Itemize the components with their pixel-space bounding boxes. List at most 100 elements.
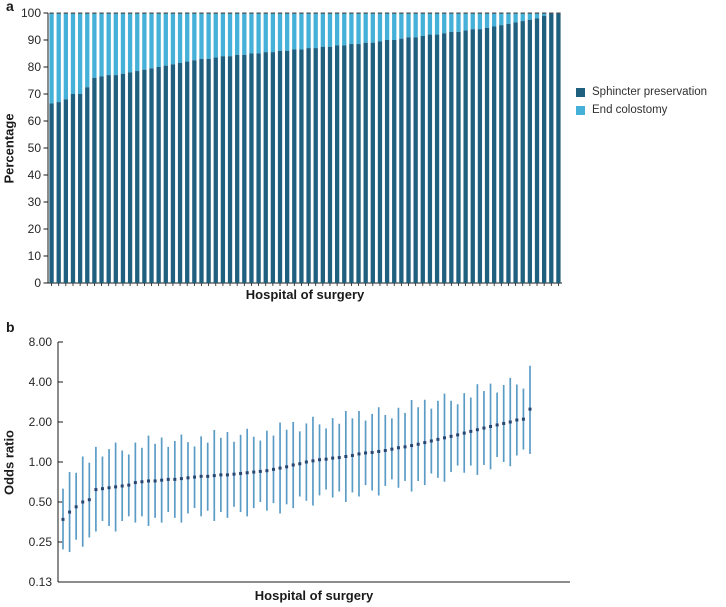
bar-segment-sphincter-preservation xyxy=(327,46,333,283)
bar-segment-sphincter-preservation xyxy=(492,26,497,283)
tick-label: 60 xyxy=(28,114,42,128)
bar-segment-sphincter-preservation xyxy=(313,48,318,283)
bar-segment-sphincter-preservation xyxy=(220,56,226,284)
tick-label: 1.00 xyxy=(29,455,53,469)
bar-segment-sphincter-preservation xyxy=(292,49,297,284)
bar-segment-sphincter-preservation xyxy=(270,52,276,284)
bar-top-cap xyxy=(549,12,554,14)
odds-ratio-marker xyxy=(107,486,111,490)
bar-top-cap xyxy=(384,12,390,14)
odds-ratio-marker xyxy=(515,418,519,422)
bar-segment-sphincter-preservation xyxy=(263,52,268,284)
bar-segment-sphincter-preservation xyxy=(427,34,433,283)
sphincter-preservation-swatch xyxy=(576,87,585,97)
bar-segment-sphincter-preservation xyxy=(156,67,161,283)
bar-top-cap xyxy=(213,12,218,14)
odds-ratio-marker xyxy=(61,517,65,521)
bar-segment-sphincter-preservation xyxy=(77,94,83,283)
odds-ratio-marker xyxy=(462,431,466,435)
odds-ratio-marker xyxy=(324,457,328,461)
bar-segment-sphincter-preservation xyxy=(227,56,233,284)
bar-segment-sphincter-preservation xyxy=(49,103,54,283)
bar-top-cap xyxy=(120,12,126,14)
odds-ratio-marker xyxy=(377,449,381,453)
odds-ratio-marker xyxy=(252,470,256,474)
bar-top-cap xyxy=(70,12,76,14)
bar-segment-end-colostomy xyxy=(242,13,247,55)
bar-segment-end-colostomy xyxy=(313,13,318,49)
bar-segment-end-colostomy xyxy=(442,13,447,34)
error-bars-group xyxy=(61,365,532,553)
tick-label: 0 xyxy=(34,276,41,290)
bar-segment-end-colostomy xyxy=(420,13,425,36)
bar-segment-sphincter-preservation xyxy=(299,49,304,284)
bar-segment-sphincter-preservation xyxy=(377,41,383,283)
stacked-bar-chart: 0 10 20 30 40 50 60 70 80 90 100 xyxy=(21,6,562,290)
odds-ratio-marker xyxy=(206,474,210,478)
odds-ratio-marker xyxy=(528,407,532,411)
bar-segment-sphincter-preservation xyxy=(342,45,347,284)
bar-segment-sphincter-preservation xyxy=(463,30,468,283)
bar-segment-sphincter-preservation xyxy=(484,27,490,283)
bar-segment-sphincter-preservation xyxy=(185,61,190,283)
bar-segment-sphincter-preservation xyxy=(85,87,90,283)
tick-label: 30 xyxy=(28,195,42,209)
odds-ratio-marker xyxy=(166,477,170,481)
bar-top-cap xyxy=(185,12,190,14)
bar-segment-end-colostomy xyxy=(149,13,154,69)
odds-ratio-marker xyxy=(469,429,473,433)
bar-top-cap xyxy=(206,12,211,14)
odds-ratio-marker xyxy=(344,454,348,458)
odds-ratio-marker xyxy=(508,420,512,424)
bar-segment-end-colostomy xyxy=(456,13,461,32)
odds-ratio-marker xyxy=(74,505,78,509)
bar-top-cap xyxy=(434,12,440,14)
bar-segment-sphincter-preservation xyxy=(106,75,111,283)
odds-ratio-marker xyxy=(278,466,282,470)
bar-segment-end-colostomy xyxy=(342,13,347,46)
odds-ratio-marker xyxy=(311,459,315,463)
panel-a-label: a xyxy=(6,0,14,14)
tick-label: 0.25 xyxy=(29,535,53,549)
bar-segment-sphincter-preservation xyxy=(142,69,147,283)
odds-ratio-marker xyxy=(423,441,427,445)
bar-top-cap xyxy=(349,12,354,14)
bar-top-cap xyxy=(470,12,475,14)
bar-segment-end-colostomy xyxy=(220,13,226,57)
bar-segment-end-colostomy xyxy=(484,13,490,28)
panel-b-label: b xyxy=(6,319,15,335)
odds-ratio-marker xyxy=(219,473,223,477)
bar-segment-sphincter-preservation xyxy=(213,57,218,283)
bar-segment-sphincter-preservation xyxy=(356,44,361,283)
bar-segment-end-colostomy xyxy=(327,13,333,47)
bar-top-cap xyxy=(99,12,104,14)
tick-label: 8.00 xyxy=(29,335,53,349)
odds-ratio-marker xyxy=(81,500,85,504)
bar-segment-end-colostomy xyxy=(213,13,218,58)
odds-ratio-marker xyxy=(147,479,151,483)
bar-top-cap xyxy=(292,12,297,14)
odds-ratio-marker xyxy=(291,463,295,467)
bar-segment-sphincter-preservation xyxy=(520,21,525,283)
bar-segment-end-colostomy xyxy=(156,13,161,67)
bar-segment-end-colostomy xyxy=(85,13,90,88)
bar-top-cap xyxy=(499,12,504,14)
odds-ratio-marker xyxy=(232,472,236,476)
odds-ratio-marker xyxy=(120,484,124,488)
bar-segment-end-colostomy xyxy=(477,13,483,30)
bar-segment-end-colostomy xyxy=(292,13,297,50)
bar-segment-sphincter-preservation xyxy=(399,38,404,284)
bar-segment-end-colostomy xyxy=(427,13,433,35)
bar-segment-end-colostomy xyxy=(235,13,240,55)
bar-top-cap xyxy=(285,12,290,14)
bar-segment-end-colostomy xyxy=(542,13,547,16)
bars-group xyxy=(49,12,561,284)
bar-top-cap xyxy=(327,12,333,14)
odds-ratio-marker xyxy=(127,483,131,487)
bar-segment-end-colostomy xyxy=(270,13,276,53)
tick-label: 0.13 xyxy=(29,575,53,589)
bar-top-cap xyxy=(442,12,447,14)
legend-item-end-colostomy: End colostomy xyxy=(576,104,707,116)
bar-top-cap xyxy=(227,12,233,14)
